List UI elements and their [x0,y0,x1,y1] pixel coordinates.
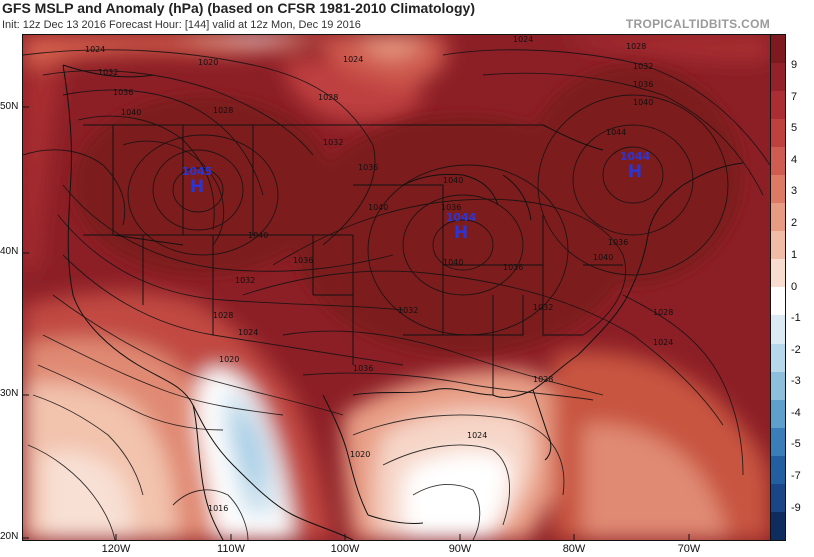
isobar-label: 1036 [113,88,133,97]
colorbar-tick-label: 2 [791,217,798,229]
colorbar-tick-label: -3 [791,375,801,387]
isobar-label: 1028 [533,375,553,384]
lon-label-90w: 90W [448,543,472,555]
anomaly-map: 1024 1020 1032 1036 1040 1028 1024 1028 1032 1036… [23,35,770,540]
colorbar-tick-label: 4 [791,154,798,166]
map-subtitle: Init: 12z Dec 13 2016 Forecast Hour: [14… [2,19,361,31]
site-brand: TROPICALTIDBITS.COM [625,17,770,31]
isobar-label: 1032 [533,303,553,312]
colorbar-tick-label: 3 [791,185,798,197]
isobar-contours [23,49,770,540]
colorbar-segment [771,371,785,400]
colorbar-segment [771,427,785,456]
lon-label-100w: 100W [330,543,360,555]
isobar-label: 1040 [248,231,268,240]
isobar-label: 1036 [441,203,461,212]
colorbar-segment [771,343,785,372]
isobar-label: 1020 [350,450,370,459]
isobar-label: 1024 [653,338,673,347]
isobar-label: 1036 [633,80,653,89]
isobar-label: 1020 [198,58,218,67]
colorbar-segment [771,511,785,540]
isobar-label: 1024 [467,431,487,440]
isobar-label: 1028 [213,106,233,115]
isobar-label: 1036 [353,364,373,373]
isobar-label: 1040 [121,108,141,117]
colorbar-tick-label: -4 [791,407,801,419]
isobar-label: 1028 [318,93,338,102]
lat-label-30n: 30N [0,388,19,399]
isobar-labels: 1024 1020 1032 1036 1040 1028 1024 1028 1032 1036… [85,35,673,513]
isobar-label: 1032 [398,306,418,315]
isobar-label: 1040 [443,258,463,267]
colorbar-segment [771,455,785,484]
isobar-label: 1032 [98,68,118,77]
isobar-label: 1028 [653,308,673,317]
colorbar-segment [771,259,785,288]
colorbar-segment [771,119,785,148]
colorbar-segment [771,203,785,232]
isobar-label: 1040 [633,98,653,107]
colorbar-tick-label: -1 [791,312,801,324]
isobar-label: 1040 [593,253,613,262]
colorbar-segment [771,315,785,344]
colorbar-segment [771,147,785,176]
lon-label-110w: 110W [217,543,245,555]
colorbar-segment [771,399,785,428]
colorbar-tick-label: 7 [791,91,798,103]
isobar-label: 1044 [606,128,626,137]
lat-label-50n: 50N [0,101,19,112]
colorbar-segment [771,483,785,512]
lon-label-120w: 120W [101,543,131,555]
colorbar-segment [771,91,785,120]
colorbar-tick-label: 5 [791,122,798,134]
coastlines-borders [62,64,744,540]
isobar-label: 1024 [85,45,105,54]
isobar-label: 1024 [343,55,363,64]
isobar-label: 1020 [219,355,239,364]
map-title: GFS MSLP and Anomaly (hPa) (based on CFS… [2,0,475,16]
high-pressure-symbol: H [190,177,204,197]
lon-label-70w: 70W [677,543,701,555]
isobar-label: 1016 [208,504,228,513]
high-pressure-value: 1044 [446,211,477,224]
isobar-label: 1028 [626,42,646,51]
colorbar-segment [771,35,785,64]
graticule [23,106,690,540]
high-pressure-symbol: H [454,223,468,243]
isobar-label: 1036 [503,263,523,272]
isobar-label: 1032 [323,138,343,147]
isobar-label: 1036 [608,238,628,247]
lon-label-80w: 80W [562,543,586,555]
colorbar-tick-label: -5 [791,438,801,450]
isobar-label: 1032 [235,276,255,285]
anomaly-colorbar [770,34,786,541]
isobar-label: 1024 [513,35,533,44]
colorbar-segment [771,63,785,92]
isobar-label: 1028 [213,311,233,320]
colorbar-tick-label: -7 [791,470,801,482]
high-pressure-value: 1045 [182,165,213,178]
high-pressure-symbol: H [628,162,642,182]
colorbar-tick-label: -9 [791,502,801,514]
isobar-label: 1040 [368,203,388,212]
anomaly-shading [23,35,770,540]
isobar-label: 1040 [443,176,463,185]
isobar-label: 1024 [238,328,258,337]
colorbar-tick-label: 0 [791,281,798,293]
lat-label-20n: 20N [0,531,19,542]
colorbar-tick-label: 1 [791,249,798,261]
high-pressure-value: 1044 [620,150,651,163]
lat-label-40n: 40N [0,246,19,257]
isobar-label: 1032 [633,62,653,71]
isobar-label: 1036 [293,256,313,265]
colorbar-tick-label: -2 [791,344,801,356]
colorbar-tick-label: 9 [791,59,798,71]
isobar-label: 1036 [358,163,378,172]
colorbar-segment [771,231,785,260]
colorbar-segment [771,287,785,316]
colorbar-segment [771,175,785,204]
map-panel: 1024 1020 1032 1036 1040 1028 1024 1028 1032 1036… [22,34,771,541]
